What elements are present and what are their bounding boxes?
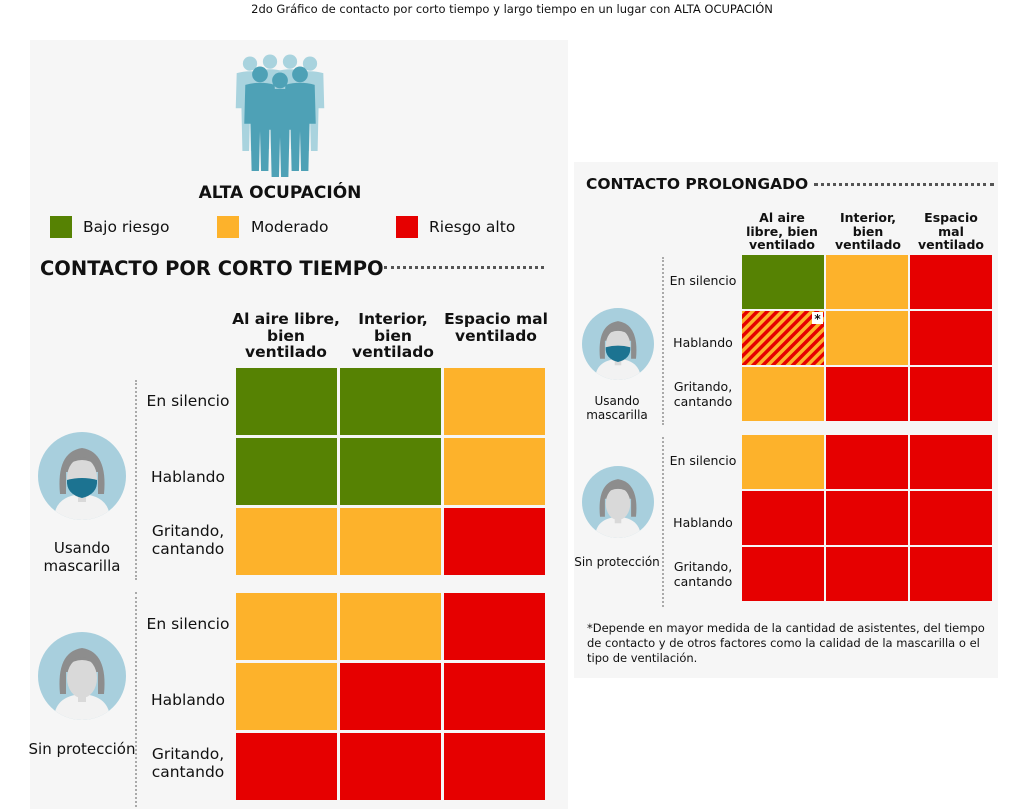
long-col-header-1: Al aire libre, bien ventilado	[746, 210, 818, 252]
short-group-label-nomask: Sin protección	[28, 740, 136, 758]
crowd-front-person	[284, 66, 316, 171]
heatmap-cell-g0-r1-c1	[340, 438, 441, 505]
long-contact-heatmap: *	[742, 255, 992, 601]
heatmap-cell-g1-r1-c1	[340, 663, 441, 730]
heatmap-cell-g0-r1-c0	[742, 311, 824, 365]
long-row-label-nomask-2: Hablando	[673, 515, 733, 530]
top-caption: 2do Gráfico de contacto por corto tiempo…	[251, 2, 773, 16]
long-row-label-mask-3: Gritando, cantando	[673, 379, 733, 409]
heatmap-cell-g1-r0-c0	[742, 435, 824, 489]
long-row-label-nomask-3: Gritando, cantando	[673, 559, 733, 589]
face	[605, 487, 631, 520]
short-col-header-2: Interior, bien ventilado	[352, 310, 434, 362]
long-col-header-3: Espacio mal ventilado	[917, 210, 985, 252]
masked-person-avatar	[38, 432, 126, 520]
occupancy-title: ALTA OCUPACIÓN	[198, 183, 362, 203]
mask-icon	[605, 345, 631, 362]
short-mask-separator	[135, 380, 137, 580]
heatmap-cell-g0-r0-c2	[444, 368, 545, 435]
long-group-label-mask: Usando mascarilla	[586, 394, 648, 423]
short-row-label-nomask-3: Gritando, cantando	[151, 745, 225, 782]
short-row-label-mask-3: Gritando, cantando	[151, 522, 225, 559]
heatmap-cell-g0-r2-c1	[826, 367, 908, 421]
legend-high-swatch	[396, 216, 418, 238]
legend-low-label: Bajo riesgo	[83, 218, 170, 236]
heatmap-cell-g0-r1-c1	[826, 311, 908, 365]
heatmap-cell-g1-r1-c2	[910, 491, 992, 545]
heatmap-cell-g1-r1-c2	[444, 663, 545, 730]
short-row-label-nomask-1: En silencio	[146, 615, 230, 633]
shoulders	[54, 494, 110, 520]
heatmap-cell-g0-r1-c2	[910, 311, 992, 365]
long-mask-separator	[662, 257, 664, 425]
short-col-header-1: Al aire libre, bien ventilado	[232, 310, 340, 362]
short-nomask-separator	[135, 592, 137, 807]
annotation-asterisk: *	[814, 312, 821, 326]
heatmap-cell-g1-r1-c0	[742, 491, 824, 545]
heatmap-cell-g1-r0-c1	[340, 593, 441, 660]
short-contact-title: CONTACTO POR CORTO TIEMPO	[40, 257, 384, 280]
shoulders	[595, 358, 641, 380]
heatmap-cell-g1-r1-c0	[236, 663, 337, 730]
short-group-label-mask: Usando mascarilla	[43, 539, 121, 575]
heatmap-cell-g0-r1-c0	[236, 438, 337, 505]
legend-low-swatch	[50, 216, 72, 238]
mask-icon	[66, 478, 98, 498]
heatmap-cell-g1-r2-c1	[826, 547, 908, 601]
long-row-label-nomask-1: En silencio	[669, 453, 737, 468]
heatmap-cell-g0-r2-c1	[340, 508, 441, 575]
heatmap-cell-g1-r2-c0	[742, 547, 824, 601]
long-group-label-nomask: Sin protección	[574, 555, 660, 569]
heatmap-cell-g0-r1-c2	[444, 438, 545, 505]
heatmap-cell-g1-r2-c0	[236, 733, 337, 800]
heatmap-cell-g0-r2-c0	[742, 367, 824, 421]
long-unmasked-person-avatar	[582, 466, 654, 538]
heatmap-cell-g1-r0-c2	[910, 435, 992, 489]
unmasked-person-avatar	[38, 632, 126, 720]
footnote: *Depende en mayor medida de la cantidad …	[587, 621, 985, 666]
legend-moderate-swatch	[217, 216, 239, 238]
heatmap-cell-g1-r0-c0	[236, 593, 337, 660]
crowd-icon	[235, 54, 325, 177]
heatmap-cell-g0-r2-c2	[910, 367, 992, 421]
heatmap-cell-g1-r1-c1	[826, 491, 908, 545]
short-contact-heatmap	[236, 368, 545, 800]
short-row-label-mask-1: En silencio	[146, 392, 230, 410]
heatmap-cell-g1-r0-c2	[444, 593, 545, 660]
heatmap-cell-g0-r0-c0	[742, 255, 824, 309]
heatmap-cell-g1-r2-c2	[910, 547, 992, 601]
heatmap-cell-g1-r2-c1	[340, 733, 441, 800]
long-contact-title: CONTACTO PROLONGADO	[586, 175, 809, 193]
long-row-label-mask-1: En silencio	[669, 273, 737, 288]
annotation-box	[812, 312, 823, 324]
heatmap-cell-g0-r2-c0	[236, 508, 337, 575]
long-nomask-separator	[662, 437, 664, 607]
long-masked-person-avatar	[582, 308, 654, 380]
heatmap-cell-g1-r0-c1	[826, 435, 908, 489]
legend-high-label: Riesgo alto	[429, 218, 516, 236]
face	[67, 658, 97, 698]
long-row-label-mask-2: Hablando	[673, 335, 733, 350]
heatmap-cell-g1-r2-c2	[444, 733, 545, 800]
long-col-header-2: Interior, bien ventilado	[834, 210, 902, 252]
short-row-label-nomask-2: Hablando	[151, 691, 225, 709]
heatmap-cell-g0-r2-c2	[444, 508, 545, 575]
shoulders	[54, 694, 110, 720]
long-title-dots	[814, 183, 994, 186]
heatmap-cell-g0-r0-c1	[340, 368, 441, 435]
legend-moderate-label: Moderado	[251, 218, 329, 236]
heatmap-cell-g0-r0-c2	[910, 255, 992, 309]
short-title-dots	[384, 266, 544, 269]
short-row-label-mask-2: Hablando	[151, 468, 225, 486]
short-col-header-3: Espacio mal ventilado	[444, 310, 548, 345]
heatmap-cell-g0-r0-c0	[236, 368, 337, 435]
heatmap-cell-g0-r0-c1	[826, 255, 908, 309]
shoulders	[595, 516, 641, 538]
